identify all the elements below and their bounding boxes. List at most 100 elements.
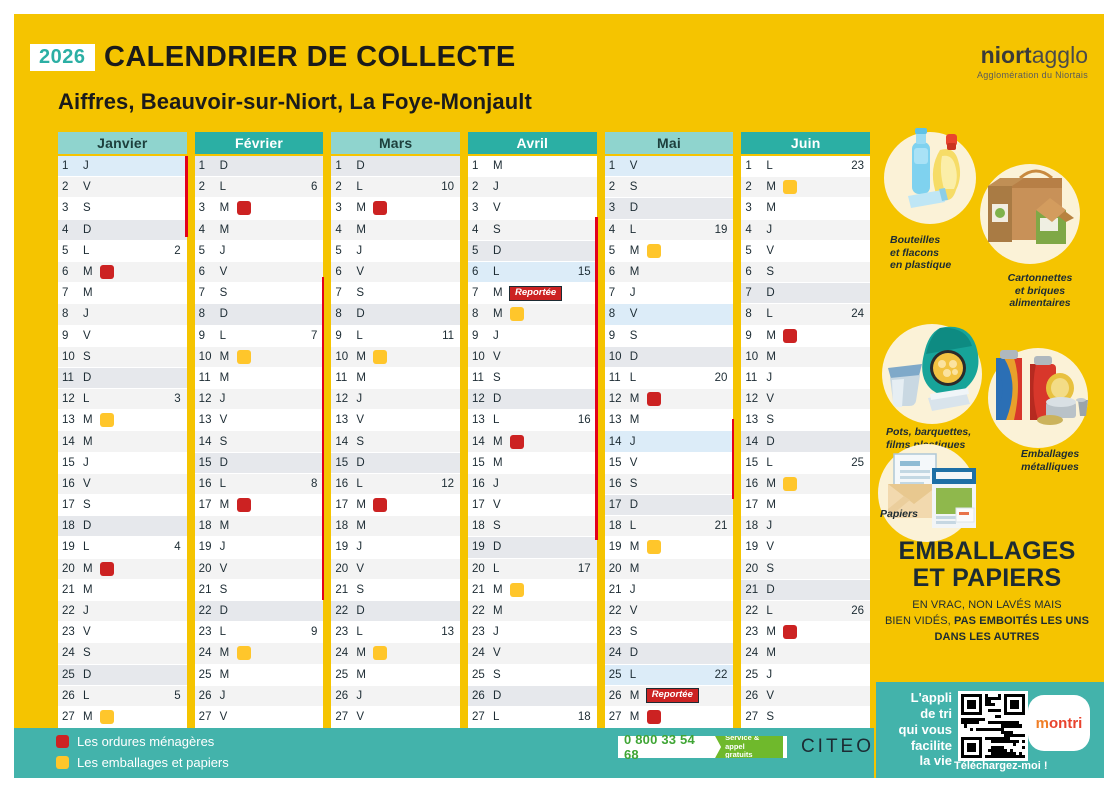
day-row[interactable]: 22 D [331, 600, 461, 623]
day-row[interactable]: 26 J [194, 685, 324, 707]
montri-app-logo[interactable]: m ontri [1028, 695, 1090, 751]
day-row[interactable]: 15 J [58, 452, 187, 474]
day-row[interactable]: 17 M [331, 495, 461, 517]
day-row[interactable]: 16 S [604, 473, 734, 495]
day-row[interactable]: 22 D [194, 600, 324, 623]
day-row[interactable]: 19 L 4 [58, 537, 187, 559]
day-row[interactable]: 12 J [331, 389, 461, 411]
day-row[interactable]: 18 S [468, 516, 597, 538]
day-row[interactable]: 15 M [468, 452, 597, 474]
day-row[interactable]: 22 V [604, 600, 734, 623]
day-row[interactable]: 23 M [741, 622, 871, 644]
day-row[interactable]: 16 L 12 [331, 473, 461, 495]
day-row[interactable]: 19 D [468, 537, 597, 559]
day-row[interactable]: 12 J [194, 389, 324, 411]
day-row[interactable]: 11 L 20 [604, 367, 734, 390]
day-row[interactable]: 23 J [468, 622, 597, 644]
day-row[interactable]: 10 D [604, 346, 734, 368]
day-row[interactable]: 13 V [194, 410, 324, 432]
day-row[interactable]: 24 S [58, 643, 187, 665]
day-row[interactable]: 25 D [58, 664, 187, 686]
day-row[interactable]: 12 V [741, 389, 871, 411]
day-row[interactable]: 15 L 25 [741, 452, 871, 474]
day-row[interactable]: 25 J [741, 664, 871, 686]
day-row[interactable]: 21 M [58, 579, 187, 601]
day-row[interactable]: 18 M [194, 516, 324, 538]
day-row[interactable]: 25 M [194, 664, 324, 686]
day-row[interactable]: 14 D [741, 431, 871, 453]
day-row[interactable]: 27 V [331, 706, 461, 729]
day-row[interactable]: 18 J [741, 516, 871, 538]
day-row[interactable]: 12 M [604, 389, 734, 411]
day-row[interactable]: 16 J [468, 473, 597, 495]
day-row[interactable]: 16 L 8 [194, 473, 324, 495]
day-row[interactable]: 24 D [604, 643, 734, 665]
day-row[interactable]: 13 M [604, 410, 734, 432]
day-row[interactable]: 27 L 18 [468, 706, 597, 729]
day-row[interactable]: 23 V [58, 622, 187, 644]
day-row[interactable]: 13 S [741, 410, 871, 432]
day-row[interactable]: 22 L 26 [741, 600, 871, 623]
day-row[interactable]: 14 S [331, 431, 461, 453]
day-row[interactable]: 23 S [604, 622, 734, 644]
day-row[interactable]: 19 J [331, 537, 461, 559]
day-row[interactable]: 14 J [604, 431, 734, 453]
day-row[interactable]: 23 L 13 [331, 622, 461, 644]
day-row[interactable]: 11 S [468, 367, 597, 390]
day-row[interactable]: 11 J [741, 367, 871, 390]
day-row[interactable]: 24 M [331, 643, 461, 665]
day-row[interactable]: 13 L 16 [468, 410, 597, 432]
day-row[interactable]: 15 D [331, 452, 461, 474]
day-row[interactable]: 17 V [468, 495, 597, 517]
day-row[interactable]: 14 M [468, 431, 597, 453]
day-row[interactable]: 1 L 23 [741, 156, 871, 178]
day-row[interactable]: 27 S [741, 706, 871, 729]
day-row[interactable]: 13 M [58, 410, 187, 432]
day-row[interactable]: 19 J [194, 537, 324, 559]
day-row[interactable]: 6 L 15 [468, 261, 597, 284]
day-row[interactable]: 16 M [741, 473, 871, 495]
day-row[interactable]: 17 M [741, 495, 871, 517]
day-row[interactable]: 18 M [331, 516, 461, 538]
day-row[interactable]: 15 D [194, 452, 324, 474]
day-row[interactable]: 20 V [331, 558, 461, 580]
day-row[interactable]: 22 J [58, 600, 187, 623]
day-row[interactable]: 12 D [468, 389, 597, 411]
day-row[interactable]: 10 S [58, 346, 187, 368]
day-row[interactable]: 24 M [194, 643, 324, 665]
day-row[interactable]: 13 V [331, 410, 461, 432]
day-row[interactable]: 20 S [741, 558, 871, 580]
day-row[interactable]: 26 J [331, 685, 461, 707]
day-row[interactable]: 4 L 19 [604, 219, 734, 241]
day-row[interactable]: 24 M [741, 643, 871, 665]
day-row[interactable]: 17 M [194, 495, 324, 517]
